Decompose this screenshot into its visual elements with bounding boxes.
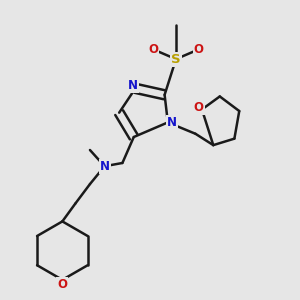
Text: O: O <box>194 43 204 56</box>
Text: S: S <box>171 52 181 66</box>
Text: O: O <box>148 43 158 56</box>
Text: O: O <box>194 101 204 114</box>
Text: N: N <box>167 116 177 129</box>
Text: N: N <box>128 79 138 92</box>
Text: N: N <box>100 160 110 173</box>
Text: O: O <box>57 278 68 291</box>
